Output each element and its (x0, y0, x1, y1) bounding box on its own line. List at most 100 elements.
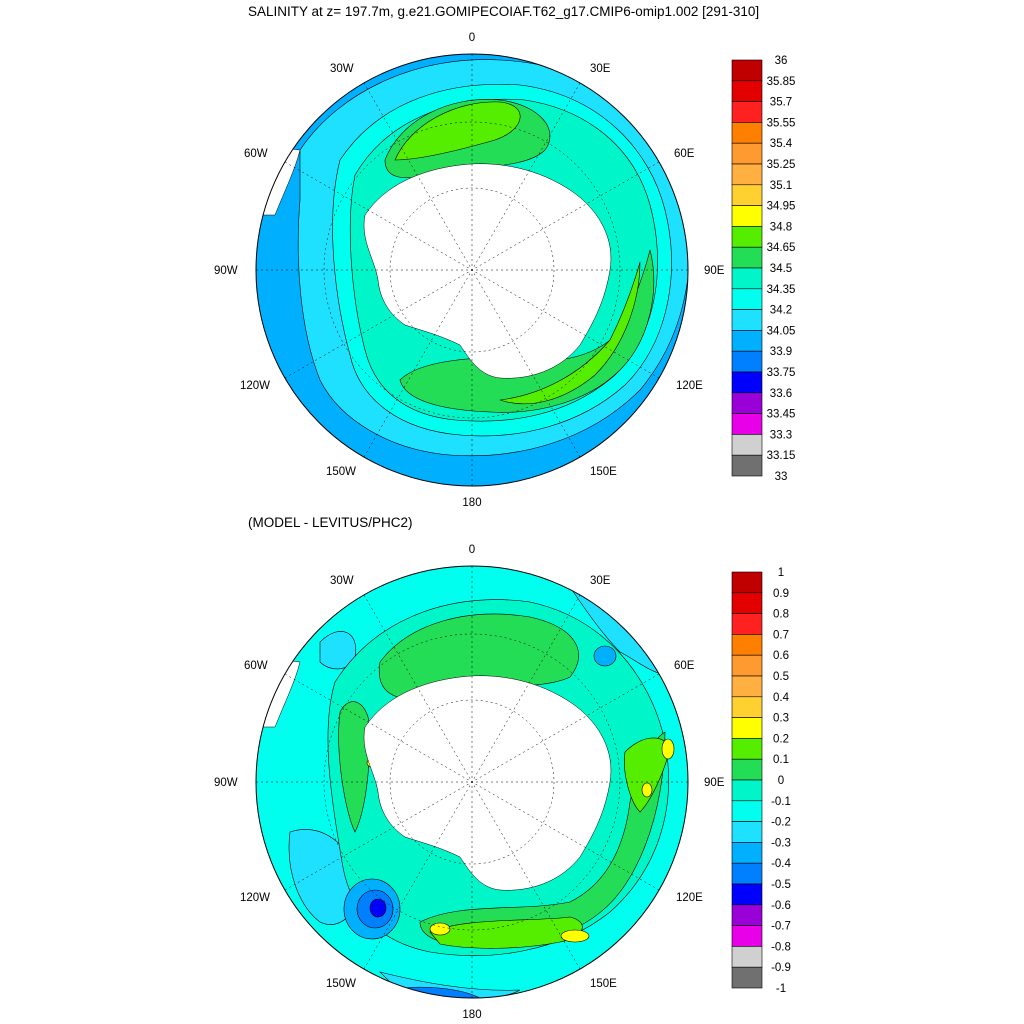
map-title-top: SALINITY at z= 197.7m, g.e21.GOMIPECOIAF… (248, 4, 760, 19)
salinity-colorbar-box (731, 454, 763, 477)
salinity-colorbar-box (731, 59, 763, 82)
difference-colorbar-box (731, 946, 763, 968)
lon-label-30w-bottom: 30W (330, 575, 354, 587)
lon-label-60e: 60E (674, 148, 695, 160)
difference-colorbar-box (731, 654, 763, 677)
lon-label-30e: 30E (590, 63, 611, 75)
lon-label-150w: 150W (326, 466, 356, 478)
salinity-colorbar-box (731, 142, 763, 165)
lon-label-150e-bottom: 150E (590, 978, 617, 990)
salinity-colorbar-label: 34.5 (770, 263, 792, 275)
difference-colorbar-label: -0.5 (771, 879, 791, 891)
difference-colorbar-label: -0.2 (771, 817, 791, 829)
lon-label-60w: 60W (244, 148, 268, 160)
difference-colorbar-box (731, 696, 763, 718)
salinity-colorbar-box (731, 392, 763, 414)
salinity-field (256, 54, 688, 486)
difference-colorbar-box (731, 883, 763, 906)
lon-label-30e-bottom: 30E (590, 575, 611, 587)
difference-colorbar-label: -0.6 (771, 900, 791, 912)
lon-label-180: 180 (462, 497, 481, 509)
salinity-colorbar-box (731, 434, 763, 456)
salinity-colorbar-label: 35.4 (770, 138, 793, 150)
difference-colorbar-label: 0.6 (773, 650, 789, 662)
salinity-colorbar-label: 34.8 (770, 221, 792, 233)
difference-colorbar-label: -0.8 (771, 941, 791, 953)
lon-label-90e: 90E (704, 265, 725, 277)
salinity-colorbar-box (731, 101, 763, 123)
lon-label-90w: 90W (214, 265, 238, 277)
salinity-colorbar-box (731, 246, 763, 269)
difference-colorbar-box (731, 634, 763, 656)
lon-label-120w-bottom: 120W (240, 892, 270, 904)
lon-label-180-bottom: 180 (462, 1009, 481, 1021)
difference-colorbar-box (731, 571, 763, 594)
lon-label-120e: 120E (676, 380, 703, 392)
salinity-colorbar-label: 35.1 (770, 180, 792, 192)
lon-label-90w-bottom: 90W (214, 777, 238, 789)
salinity-colorbar-box (731, 288, 763, 310)
difference-colorbar-box (731, 925, 763, 947)
difference-colorbar-box (731, 758, 763, 781)
difference-colorbar-box (731, 717, 763, 739)
lon-label-60e-bottom: 60E (674, 660, 695, 672)
difference-colorbar-label: 0.9 (773, 588, 789, 600)
salinity-colorbar-box (731, 80, 763, 102)
difference-colorbar-label: 0.2 (773, 733, 789, 745)
difference-colorbar-box (731, 842, 763, 864)
salinity-colorbar-box (731, 371, 763, 394)
salinity-colorbar-box (731, 226, 763, 248)
difference-colorbar-box (731, 738, 763, 760)
difference-colorbar-label: 0.3 (773, 713, 789, 725)
difference-colorbar-box (731, 966, 763, 989)
lon-label-90e-bottom: 90E (704, 777, 725, 789)
difference-colorbar-box (731, 904, 763, 926)
lon-label-0: 0 (469, 32, 475, 44)
lon-label-120e-bottom: 120E (676, 892, 703, 904)
map-title-bottom: (MODEL - LEVITUS/PHC2) (248, 515, 413, 530)
salinity-polar-map: 0 30E 60E 90E 120E 150E 180 150W 120W 90… (214, 32, 796, 509)
salinity-colorbar-box (731, 267, 763, 290)
lon-label-150w-bottom: 150W (326, 978, 356, 990)
salinity-colorbar-label: 35.55 (767, 117, 796, 129)
salinity-colorbar-label: 34.35 (767, 284, 796, 296)
salinity-colorbar-label: 36 (775, 55, 788, 67)
salinity-colorbar-label: 33.75 (767, 367, 796, 379)
salinity-colorbar-label: 34.05 (767, 325, 796, 337)
difference-colorbar-label: 1 (778, 567, 784, 579)
salinity-colorbar-box (731, 205, 763, 227)
lon-label-60w-bottom: 60W (244, 660, 268, 672)
salinity-colorbar-box (731, 350, 763, 373)
difference-colorbar-box (731, 862, 763, 885)
difference-colorbar-label: 0 (778, 775, 784, 787)
difference-colorbar-label: 0.4 (773, 692, 790, 704)
salinity-colorbar-label: 34.65 (767, 242, 796, 254)
difference-colorbar-box (731, 613, 763, 635)
salinity-colorbar-label: 33.6 (770, 388, 792, 400)
difference-colorbar-label: -0.7 (771, 921, 791, 933)
salinity-colorbar-box (731, 184, 763, 206)
difference-colorbar-label: -0.4 (771, 858, 791, 870)
salinity-colorbar-box (731, 122, 763, 144)
difference-polar-map: 0 30E 60E 90E 120E 150E 180 150W 120W 90… (214, 544, 792, 1021)
difference-colorbar-label: -0.1 (771, 796, 791, 808)
salinity-colorbar-label: 33.3 (770, 429, 792, 441)
difference-colorbar-label: -0.9 (771, 962, 791, 974)
difference-colorbar-box (731, 800, 763, 822)
salinity-colorbar-box (731, 330, 763, 352)
salinity-colorbar-box (731, 163, 763, 186)
difference-colorbar-box (731, 821, 763, 843)
salinity-colorbar-label: 34.95 (767, 201, 796, 213)
salinity-colorbar-label: 33 (775, 471, 788, 483)
lon-label-120w: 120W (240, 380, 270, 392)
difference-field (256, 566, 688, 998)
difference-colorbar-box (731, 675, 763, 698)
difference-colorbar-box (731, 779, 763, 802)
difference-colorbar-label: -0.3 (771, 837, 791, 849)
salinity-colorbar-label: 35.85 (767, 76, 796, 88)
salinity-colorbar-label: 33.45 (767, 409, 796, 421)
salinity-colorbar-label: 35.7 (770, 97, 792, 109)
salinity-colorbar-label: 34.2 (770, 305, 792, 317)
difference-colorbar-label: 0.8 (773, 609, 789, 621)
difference-colorbar-box (731, 592, 763, 614)
